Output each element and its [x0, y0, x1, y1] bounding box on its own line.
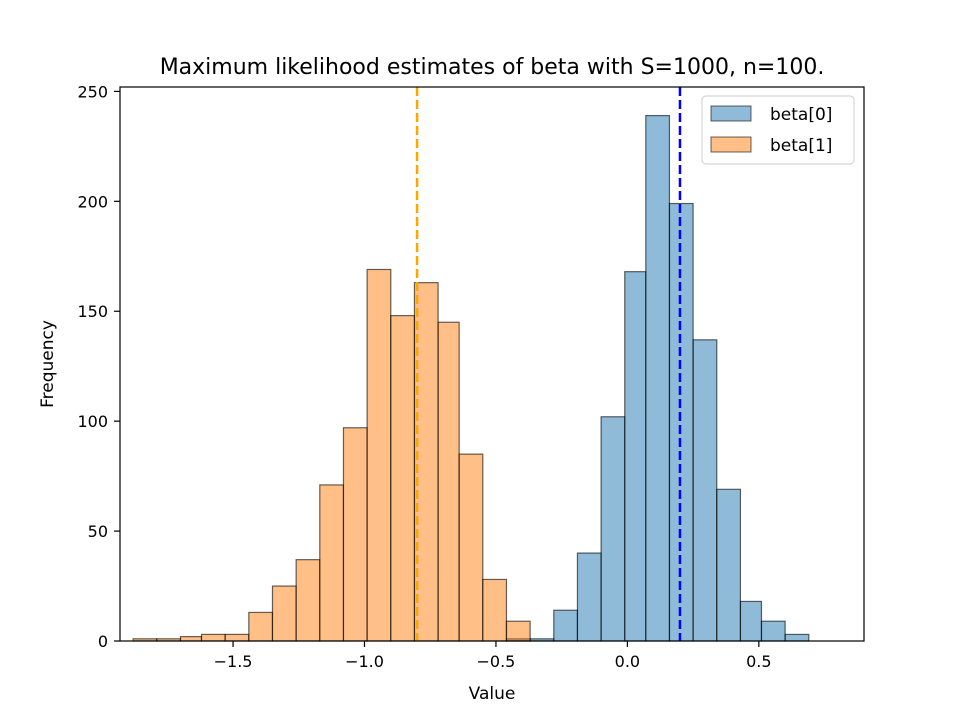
legend-swatch-beta0	[710, 105, 752, 122]
bar-beta1-10	[366, 268, 392, 642]
bar-beta0-10	[739, 600, 763, 642]
x-tick-label: −1.0	[345, 652, 384, 671]
bar-beta1-7	[295, 559, 321, 642]
bar-beta0-12	[784, 633, 810, 642]
bar-beta0-6	[645, 114, 671, 642]
legend: beta[0] beta[1]	[701, 95, 855, 165]
y-tick-label: 200	[77, 192, 108, 211]
y-axis-label: Frequency	[38, 320, 58, 408]
bar-beta1-3	[200, 633, 226, 642]
bar-beta1-9	[342, 427, 368, 642]
chart-title: Maximum likelihood estimates of beta wit…	[160, 55, 825, 80]
bar-beta1-14	[458, 453, 484, 642]
bars-layer	[132, 114, 810, 642]
y-tick-label: 50	[88, 522, 108, 541]
bar-beta0-5	[624, 271, 647, 642]
bar-beta0-8	[692, 339, 718, 642]
x-tick-label: 0.0	[615, 652, 640, 671]
bar-beta1-2	[179, 636, 203, 642]
reference-lines	[415, 87, 682, 641]
bar-beta0-7	[668, 202, 694, 642]
legend-label-beta0: beta[0]	[770, 105, 832, 125]
x-tick-label: 0.5	[746, 652, 771, 671]
y-tick-label: 0	[98, 632, 108, 651]
x-tick-label: −0.5	[477, 652, 516, 671]
x-axis-label: Value	[469, 684, 516, 704]
bar-beta1-11	[390, 315, 416, 642]
plot-area	[120, 87, 864, 641]
bar-beta0-2	[553, 609, 579, 642]
bar-beta1-13	[437, 321, 460, 642]
x-tick-label: −1.5	[214, 652, 253, 671]
y-tick-label: 250	[77, 82, 108, 101]
y-tick-label: 150	[77, 302, 108, 321]
bar-beta1-8	[319, 484, 345, 642]
bar-beta1-16	[505, 620, 531, 642]
bar-beta1-5	[248, 611, 274, 642]
bar-beta0-4	[600, 416, 626, 642]
y-tick-label: 100	[77, 412, 108, 431]
legend-swatch-beta1	[710, 136, 752, 153]
bar-beta1-4	[224, 633, 250, 642]
legend-label-beta1: beta[1]	[770, 136, 832, 156]
bar-beta0-11	[760, 620, 786, 642]
bar-beta1-6	[271, 585, 297, 642]
x-axis-ticks: −1.5 −1.0 −0.5 0.0 0.5	[214, 641, 772, 671]
plot-frame	[119, 86, 865, 642]
y-axis-ticks: 0 50 100 150 200 250	[77, 82, 120, 651]
bar-beta0-9	[716, 488, 742, 642]
bar-beta0-3	[576, 552, 602, 642]
bar-beta1-15	[482, 578, 508, 642]
